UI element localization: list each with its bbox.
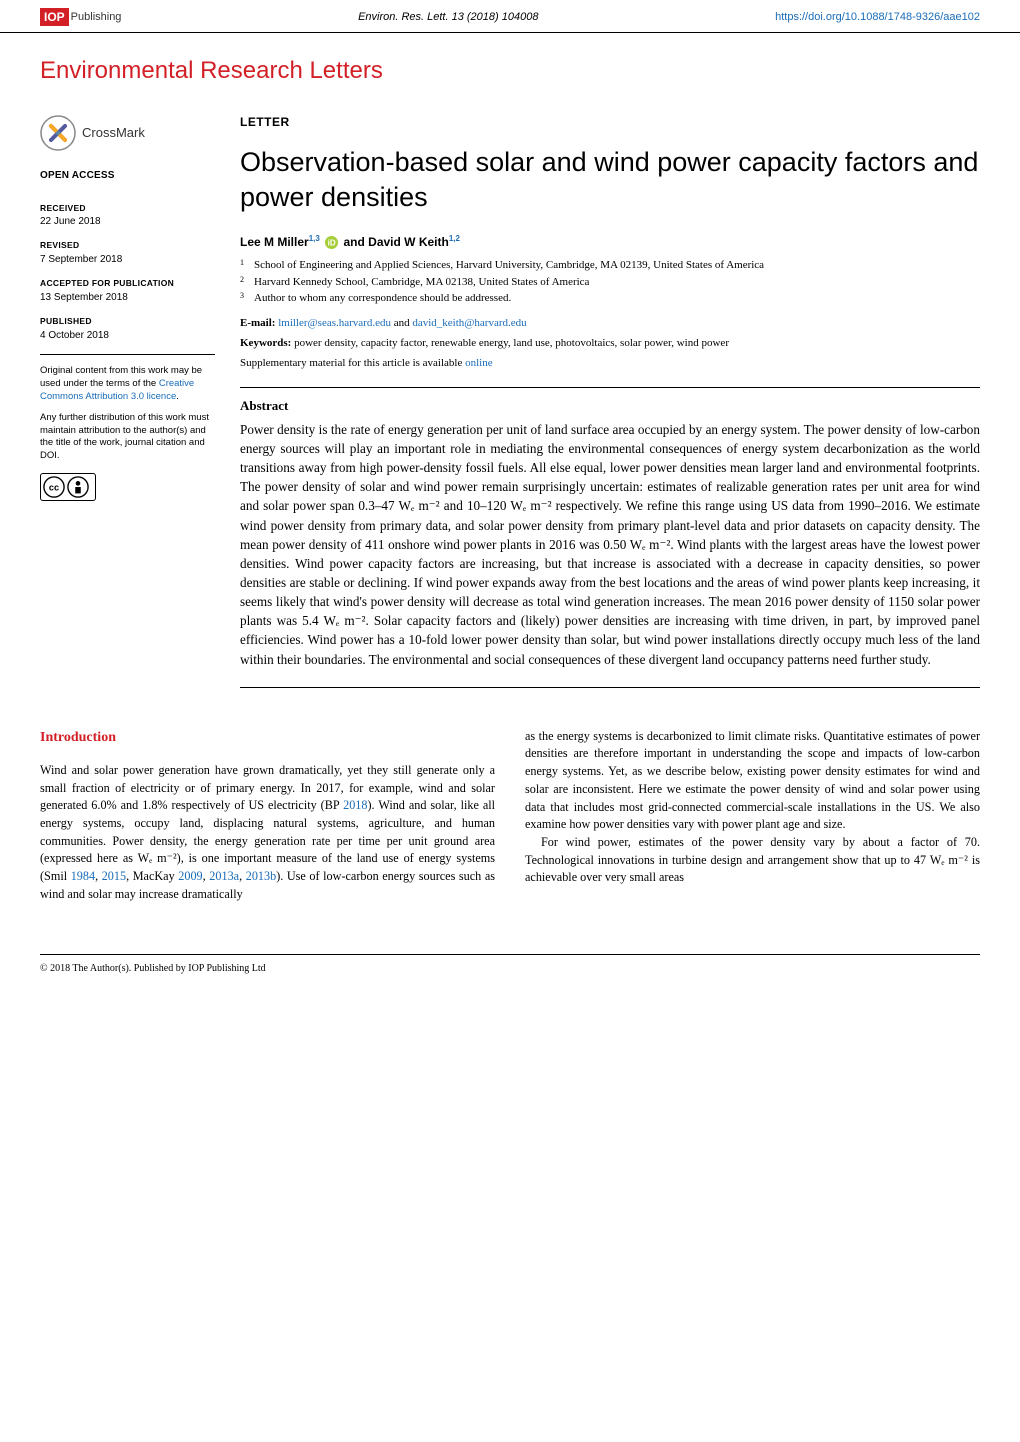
- abstract-body: Power density is the rate of energy gene…: [240, 420, 980, 669]
- keywords-label: Keywords:: [240, 337, 294, 349]
- revised-label: REVISED: [40, 240, 215, 251]
- email-and: and: [391, 317, 412, 329]
- affil-1-text: School of Engineering and Applied Scienc…: [254, 257, 764, 274]
- ref-mackay-2013a[interactable]: 2013a: [209, 869, 239, 883]
- published-date: 4 October 2018: [40, 329, 215, 343]
- sidebar: CrossMark OPEN ACCESS RECEIVED 22 June 2…: [40, 115, 215, 698]
- journal-reference: Environ. Res. Lett. 13 (2018) 104008: [358, 11, 538, 23]
- publishing-text: Publishing: [71, 11, 122, 23]
- divider: [40, 354, 215, 355]
- meta-published: PUBLISHED 4 October 2018: [40, 316, 215, 342]
- ref-smil-2015[interactable]: 2015: [102, 869, 126, 883]
- revised-date: 7 September 2018: [40, 253, 215, 267]
- abstract-rule-bottom: [240, 687, 980, 688]
- keywords-line: Keywords: power density, capacity factor…: [240, 337, 980, 349]
- affil-2-text: Harvard Kennedy School, Cambridge, MA 02…: [254, 274, 589, 291]
- intro-paragraph-1: Wind and solar power generation have gro…: [40, 762, 495, 904]
- publisher-logo: IOP Publishing: [40, 8, 121, 26]
- affiliation-3: 3 Author to whom any correspondence shoul…: [240, 290, 980, 307]
- affil-1-num: 1: [240, 257, 248, 274]
- ref-mackay-2009[interactable]: 2009: [178, 869, 202, 883]
- doi-link[interactable]: https://doi.org/10.1088/1748-9326/aae102: [775, 11, 980, 23]
- license-block: Original content from this work may be u…: [40, 365, 215, 403]
- header-bar: IOP Publishing Environ. Res. Lett. 13 (2…: [0, 0, 1020, 33]
- journal-title: Environmental Research Letters: [0, 33, 1020, 115]
- copyright-text: © 2018 The Author(s). Published by IOP P…: [40, 963, 266, 974]
- ref-bp-2018[interactable]: 2018: [343, 798, 367, 812]
- author-1-name: Lee M Miller: [240, 235, 309, 249]
- svg-text:cc: cc: [49, 483, 59, 493]
- main-grid: CrossMark OPEN ACCESS RECEIVED 22 June 2…: [0, 115, 1020, 698]
- open-access-label: OPEN ACCESS: [40, 169, 215, 183]
- email-label: E-mail:: [240, 317, 278, 329]
- received-date: 22 June 2018: [40, 215, 215, 229]
- article-title: Observation-based solar and wind power c…: [240, 145, 980, 214]
- keywords-text: power density, capacity factor, renewabl…: [294, 337, 729, 349]
- crossmark-badge[interactable]: CrossMark: [40, 115, 215, 151]
- affiliations: 1 School of Engineering and Applied Scien…: [240, 257, 980, 307]
- crossmark-icon: [40, 115, 76, 151]
- crossmark-label: CrossMark: [82, 124, 145, 142]
- license-post: .: [176, 391, 179, 402]
- column-left: Introduction Wind and solar power genera…: [40, 728, 495, 904]
- cc-badge[interactable]: cc: [40, 473, 96, 501]
- author-2-sup: 1,2: [449, 234, 460, 243]
- cc-logo-icon: cc: [43, 476, 65, 498]
- meta-received: RECEIVED 22 June 2018: [40, 203, 215, 229]
- received-label: RECEIVED: [40, 203, 215, 214]
- ref-mackay-2013b[interactable]: 2013b: [246, 869, 276, 883]
- email-line: E-mail: lmiller@seas.harvard.edu and dav…: [240, 317, 980, 329]
- attribution-text: Any further distribution of this work mu…: [40, 412, 215, 463]
- author-1-sup: 1,3: [309, 234, 320, 243]
- affiliation-2: 2 Harvard Kennedy School, Cambridge, MA 0…: [240, 274, 980, 291]
- intro-text-3: , MacKay: [126, 869, 178, 883]
- column-right: as the energy systems is decarbonized to…: [525, 728, 980, 904]
- email-2-link[interactable]: david_keith@harvard.edu: [412, 317, 526, 329]
- cc-by-icon: [67, 476, 89, 498]
- authors-line: Lee M Miller1,3 and David W Keith1,2: [240, 234, 980, 249]
- introduction-heading: Introduction: [40, 728, 495, 748]
- abstract-heading: Abstract: [240, 398, 980, 414]
- main-content: LETTER Observation-based solar and wind …: [240, 115, 980, 698]
- affil-2-num: 2: [240, 274, 248, 291]
- supplementary-text: Supplementary material for this article …: [240, 357, 465, 369]
- author-2-name: David W Keith: [368, 235, 449, 249]
- affil-3-num: 3: [240, 290, 248, 307]
- affiliation-1: 1 School of Engineering and Applied Scien…: [240, 257, 980, 274]
- accepted-label: ACCEPTED FOR PUBLICATION: [40, 278, 215, 289]
- meta-accepted: ACCEPTED FOR PUBLICATION 13 September 20…: [40, 278, 215, 304]
- iop-badge: IOP: [40, 8, 69, 26]
- intro-paragraph-2: For wind power, estimates of the power d…: [525, 834, 980, 887]
- supplementary-line: Supplementary material for this article …: [240, 357, 980, 369]
- accepted-date: 13 September 2018: [40, 291, 215, 305]
- email-1-link[interactable]: lmiller@seas.harvard.edu: [278, 317, 391, 329]
- letter-label: LETTER: [240, 115, 980, 129]
- ref-smil-1984[interactable]: 1984: [71, 869, 95, 883]
- intro-paragraph-1-cont: as the energy systems is decarbonized to…: [525, 728, 980, 834]
- published-label: PUBLISHED: [40, 316, 215, 327]
- body-two-column: Introduction Wind and solar power genera…: [0, 698, 1020, 904]
- affil-3-text: Author to whom any correspondence should…: [254, 290, 511, 307]
- supplementary-link[interactable]: online: [465, 357, 493, 369]
- author-and: and: [344, 235, 369, 249]
- orcid-icon[interactable]: [325, 236, 338, 249]
- abstract-rule-top: [240, 387, 980, 388]
- meta-revised: REVISED 7 September 2018: [40, 240, 215, 266]
- footer: © 2018 The Author(s). Published by IOP P…: [40, 954, 980, 994]
